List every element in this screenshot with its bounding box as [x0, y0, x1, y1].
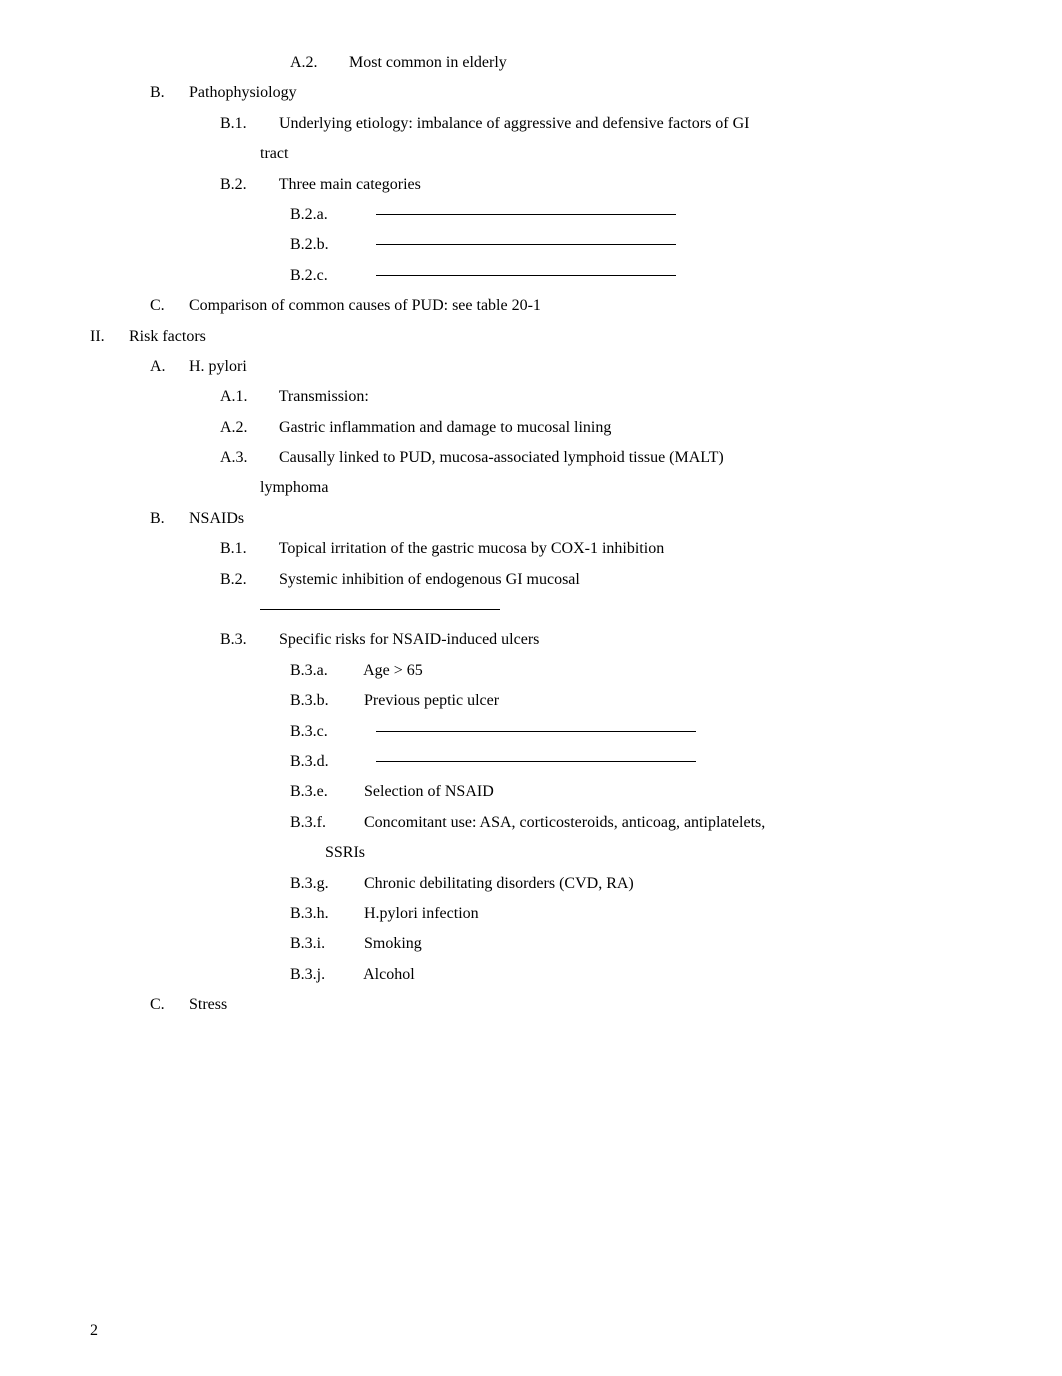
line-b3f-cont: SSRIs: [325, 838, 972, 868]
outline-text: Chronic debilitating disorders (CVD, RA): [364, 875, 634, 892]
outline-num: B.2.a.: [290, 200, 360, 230]
outline-text: Selection of NSAID: [364, 783, 494, 800]
line-a3: A.3. Causally linked to PUD, mucosa-asso…: [220, 443, 972, 473]
outline-text: Stress: [189, 996, 227, 1013]
outline-num: B.: [150, 504, 185, 534]
blank-line: [376, 244, 676, 245]
outline-text: Concomitant use: ASA, corticosteroids, a…: [364, 814, 765, 831]
outline-text: tract: [260, 145, 288, 162]
outline-num: C.: [150, 990, 185, 1020]
outline-num: B.1.: [220, 534, 275, 564]
outline-text: lymphoma: [260, 479, 328, 496]
line-b3f: B.3.f. Concomitant use: ASA, corticoster…: [290, 808, 972, 838]
line-b2: B.2. Three main categories: [220, 170, 972, 200]
line-b3c: B.3.c.: [290, 717, 972, 747]
outline-num: B.3.c.: [290, 717, 360, 747]
line-b2b: B.2.b.: [290, 230, 972, 260]
line-b3e: B.3.e. Selection of NSAID: [290, 777, 972, 807]
outline-num: A.2.: [290, 48, 345, 78]
line-b3j: B.3.j. Alcohol: [290, 960, 972, 990]
outline-num: A.2.: [220, 413, 275, 443]
line-b: B. Pathophysiology: [150, 78, 972, 108]
outline-num: B.1.: [220, 109, 275, 139]
page-number: 2: [90, 1316, 98, 1346]
outline-text: Smoking: [364, 935, 422, 952]
line-b3h: B.3.h. H.pylori infection: [290, 899, 972, 929]
outline-text: Topical irritation of the gastric mucosa…: [279, 540, 664, 557]
outline-text: Systemic inhibition of endogenous GI muc…: [279, 571, 580, 588]
outline-text: NSAIDs: [189, 510, 244, 527]
outline-num: B.: [150, 78, 185, 108]
outline-text: Specific risks for NSAID-induced ulcers: [279, 631, 539, 648]
outline-num: A.: [150, 352, 185, 382]
blank-line: [376, 275, 676, 276]
line-b2c: B.2.c.: [290, 261, 972, 291]
outline-num: B.2.c.: [290, 261, 360, 291]
outline-text: H. pylori: [189, 358, 247, 375]
outline-text: H.pylori infection: [364, 905, 479, 922]
outline-num: B.3.d.: [290, 747, 360, 777]
line-bb1: B.1. Topical irritation of the gastric m…: [220, 534, 972, 564]
outline-num: B.2.b.: [290, 230, 360, 260]
line-aa2: A.2. Gastric inflammation and damage to …: [220, 413, 972, 443]
outline-num: B.3.a.: [290, 656, 360, 686]
outline-text: Three main categories: [279, 176, 421, 193]
line-b3a: B.3.a. Age > 65: [290, 656, 972, 686]
outline-text: Previous peptic ulcer: [364, 692, 499, 709]
outline-num: A.1.: [220, 382, 275, 412]
outline-num: B.3.g.: [290, 869, 360, 899]
line-bb2: B.2. Systemic inhibition of endogenous G…: [220, 565, 972, 595]
outline-num: B.3.b.: [290, 686, 360, 716]
line-c: C. Comparison of common causes of PUD: s…: [150, 291, 972, 321]
outline-num: B.2.: [220, 565, 275, 595]
line-a: A. H. pylori: [150, 352, 972, 382]
line-ii: II. Risk factors: [90, 322, 972, 352]
line-b3g: B.3.g. Chronic debilitating disorders (C…: [290, 869, 972, 899]
outline-num: B.3.f.: [290, 808, 360, 838]
line-bb2-blank: [260, 595, 972, 625]
outline-num: B.3.j.: [290, 960, 360, 990]
blank-line: [376, 731, 696, 732]
outline-num: C.: [150, 291, 185, 321]
outline-text: Pathophysiology: [189, 84, 297, 101]
outline-num: B.2.: [220, 170, 275, 200]
document-page: A.2. Most common in elderly B. Pathophys…: [0, 0, 1062, 1376]
line-cc: C. Stress: [150, 990, 972, 1020]
outline-num: II.: [90, 322, 125, 352]
outline-text: Age > 65: [363, 662, 423, 679]
line-b3d: B.3.d.: [290, 747, 972, 777]
line-a3-cont: lymphoma: [260, 473, 972, 503]
outline-text: Causally linked to PUD, mucosa-associate…: [279, 449, 724, 466]
outline-text: Transmission:: [279, 388, 369, 405]
outline-text: Alcohol: [363, 966, 415, 983]
outline-num: B.3.e.: [290, 777, 360, 807]
line-b2a: B.2.a.: [290, 200, 972, 230]
line-a1: A.1. Transmission:: [220, 382, 972, 412]
line-b1-cont: tract: [260, 139, 972, 169]
outline-num: B.3.i.: [290, 929, 360, 959]
outline-text: Comparison of common causes of PUD: see …: [189, 297, 541, 314]
line-bb3: B.3. Specific risks for NSAID-induced ul…: [220, 625, 972, 655]
outline-text: Gastric inflammation and damage to mucos…: [279, 419, 611, 436]
outline-text: Most common in elderly: [349, 54, 507, 71]
line-b3b: B.3.b. Previous peptic ulcer: [290, 686, 972, 716]
outline-num: A.3.: [220, 443, 275, 473]
line-b3i: B.3.i. Smoking: [290, 929, 972, 959]
outline-text: Risk factors: [129, 328, 206, 345]
outline-text: SSRIs: [325, 844, 365, 861]
outline-num: B.3.: [220, 625, 275, 655]
line-bb: B. NSAIDs: [150, 504, 972, 534]
blank-line: [260, 609, 500, 610]
outline-num: B.3.h.: [290, 899, 360, 929]
outline-text: Underlying etiology: imbalance of aggres…: [279, 115, 750, 132]
blank-line: [376, 761, 696, 762]
line-b1: B.1. Underlying etiology: imbalance of a…: [220, 109, 972, 139]
blank-line: [376, 214, 676, 215]
line-a2: A.2. Most common in elderly: [290, 48, 972, 78]
